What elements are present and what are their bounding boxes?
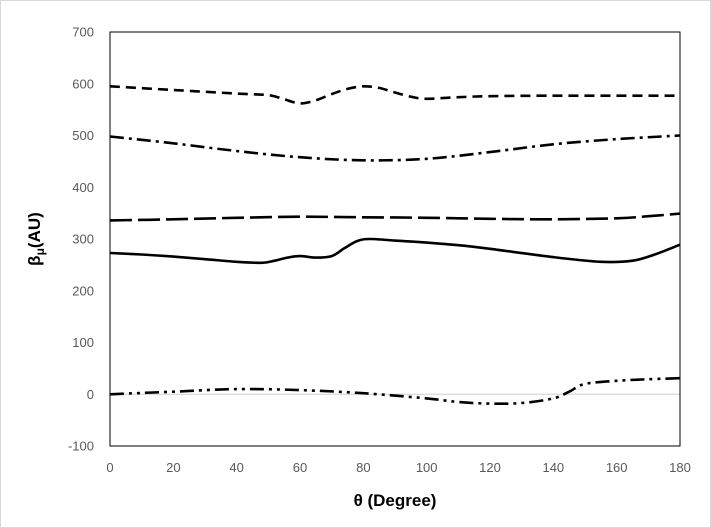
y-tick-label: 500 bbox=[72, 128, 94, 143]
y-tick-label: 600 bbox=[72, 76, 94, 91]
x-tick-label: 140 bbox=[542, 460, 564, 475]
y-tick-label: 200 bbox=[72, 283, 94, 298]
x-tick-label: 120 bbox=[479, 460, 501, 475]
y-tick-label: 700 bbox=[72, 25, 94, 40]
plot-area-border bbox=[109, 31, 681, 447]
y-tick-label: 400 bbox=[72, 180, 94, 195]
series-group bbox=[109, 84, 681, 405]
series-line-short-dash bbox=[109, 84, 680, 105]
series-line-dash-dot-dot bbox=[109, 376, 681, 405]
x-tick-label: 180 bbox=[669, 460, 691, 475]
x-tick-label: 60 bbox=[293, 460, 307, 475]
x-tick-label: 40 bbox=[229, 460, 243, 475]
y-axis-ticks: 700 600 500 400 300 200 100 0 -100 bbox=[68, 25, 94, 454]
x-tick-label: 100 bbox=[416, 460, 438, 475]
y-axis-title-main: β bbox=[25, 255, 44, 265]
y-tick-label: 300 bbox=[72, 232, 94, 247]
y-axis-title: βμ(AU) bbox=[25, 212, 47, 266]
y-tick-label: 100 bbox=[72, 335, 94, 350]
series-line-solid bbox=[109, 237, 681, 265]
x-tick-label: 80 bbox=[356, 460, 370, 475]
x-tick-label: 160 bbox=[606, 460, 628, 475]
y-tick-label: 0 bbox=[87, 387, 94, 402]
y-axis-title-sub: μ bbox=[33, 248, 47, 255]
x-axis-ticks: 0 20 40 60 80 100 120 140 160 180 bbox=[106, 460, 690, 475]
x-tick-label: 0 bbox=[106, 460, 113, 475]
x-axis-title: θ (Degree) bbox=[354, 491, 437, 510]
x-tick-label: 20 bbox=[166, 460, 180, 475]
series-line-dash-dot bbox=[109, 134, 681, 162]
series-line-long-dash bbox=[109, 212, 681, 222]
y-axis-title-unit: (AU) bbox=[25, 212, 44, 248]
y-tick-label: -100 bbox=[68, 439, 94, 454]
